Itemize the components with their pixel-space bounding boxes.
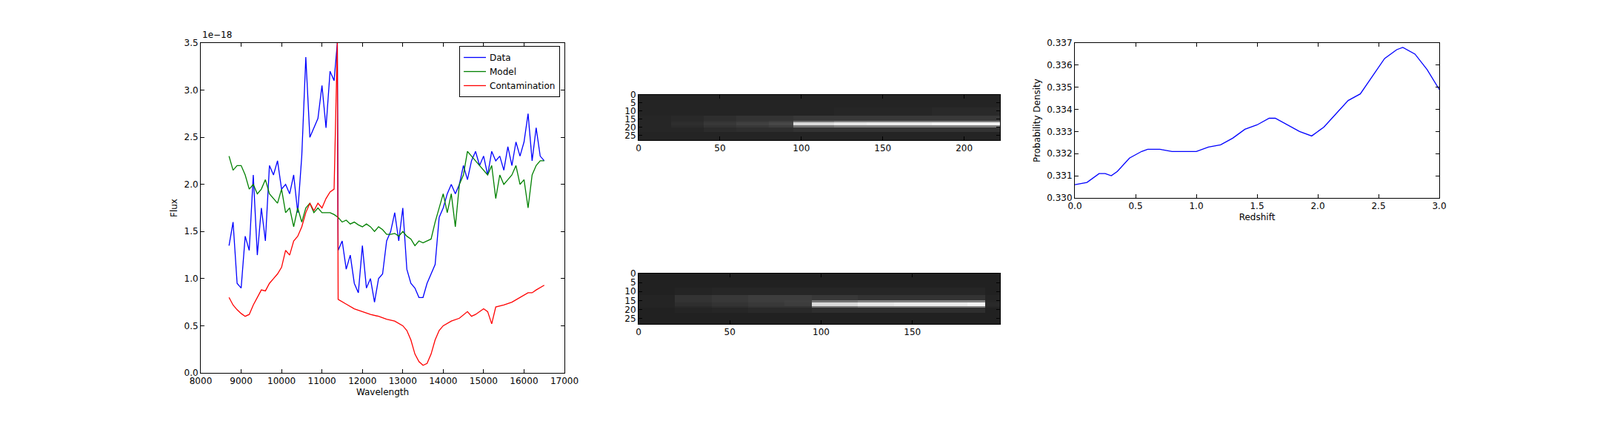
- svg-text:0.336: 0.336: [1046, 60, 1072, 71]
- svg-text:0.332: 0.332: [1046, 148, 1072, 159]
- svg-text:200: 200: [955, 142, 973, 154]
- svg-text:20: 20: [624, 122, 636, 133]
- svg-text:50: 50: [714, 142, 726, 154]
- svg-text:Data: Data: [489, 52, 512, 63]
- svg-text:0.5: 0.5: [1128, 200, 1143, 212]
- svg-text:2.5: 2.5: [184, 131, 199, 143]
- svg-text:Model: Model: [489, 66, 517, 78]
- svg-text:17000: 17000: [550, 375, 579, 386]
- svg-text:25: 25: [624, 313, 636, 324]
- svg-text:1.0: 1.0: [1188, 200, 1203, 212]
- svg-text:0.333: 0.333: [1046, 126, 1072, 138]
- svg-text:1.5: 1.5: [1249, 200, 1264, 212]
- svg-text:3.5: 3.5: [184, 37, 199, 49]
- svg-text:14000: 14000: [428, 375, 458, 386]
- svg-text:15: 15: [624, 114, 636, 125]
- svg-text:11000: 11000: [308, 375, 337, 386]
- svg-text:3.0: 3.0: [184, 85, 199, 96]
- svg-text:1.5: 1.5: [184, 225, 199, 237]
- svg-text:1e−18: 1e−18: [202, 29, 232, 40]
- svg-text:2.0: 2.0: [184, 179, 199, 190]
- svg-text:Flux: Flux: [168, 198, 180, 218]
- svg-text:Contamination: Contamination: [489, 80, 555, 92]
- svg-text:0.337: 0.337: [1046, 37, 1072, 49]
- svg-text:10: 10: [624, 285, 636, 297]
- svg-text:13000: 13000: [388, 375, 418, 386]
- svg-text:150: 150: [903, 326, 921, 338]
- svg-text:0.331: 0.331: [1046, 170, 1072, 181]
- svg-text:Probability Density: Probability Density: [1031, 78, 1043, 163]
- svg-text:10000: 10000: [267, 375, 296, 386]
- svg-text:0: 0: [630, 268, 637, 279]
- svg-text:Redshift: Redshift: [1239, 211, 1276, 223]
- svg-text:100: 100: [812, 326, 830, 338]
- svg-text:3.0: 3.0: [1431, 200, 1446, 212]
- svg-text:1.0: 1.0: [184, 273, 199, 284]
- svg-text:0: 0: [630, 89, 637, 100]
- svg-text:0.335: 0.335: [1046, 82, 1072, 93]
- svg-text:150: 150: [874, 142, 892, 154]
- svg-text:0.334: 0.334: [1046, 104, 1072, 115]
- svg-text:15: 15: [624, 295, 636, 306]
- svg-text:0.330: 0.330: [1046, 192, 1072, 203]
- svg-text:20: 20: [624, 304, 636, 315]
- svg-text:12000: 12000: [348, 375, 377, 386]
- svg-text:0: 0: [635, 326, 642, 338]
- svg-text:0: 0: [635, 142, 642, 154]
- svg-text:100: 100: [792, 142, 810, 154]
- svg-text:8000: 8000: [189, 375, 213, 386]
- svg-text:15000: 15000: [469, 375, 498, 386]
- svg-text:10: 10: [624, 105, 636, 117]
- svg-text:0.0: 0.0: [184, 367, 199, 378]
- svg-text:16000: 16000: [509, 375, 538, 386]
- svg-text:5: 5: [630, 277, 637, 288]
- svg-text:25: 25: [624, 130, 636, 141]
- svg-text:5: 5: [630, 97, 637, 109]
- svg-text:0.5: 0.5: [184, 320, 199, 332]
- svg-text:0.0: 0.0: [1067, 200, 1082, 212]
- svg-text:50: 50: [724, 326, 736, 338]
- svg-text:2.5: 2.5: [1371, 200, 1386, 212]
- svg-text:Wavelength: Wavelength: [356, 386, 409, 398]
- svg-text:9000: 9000: [229, 375, 253, 386]
- svg-text:2.0: 2.0: [1310, 200, 1325, 212]
